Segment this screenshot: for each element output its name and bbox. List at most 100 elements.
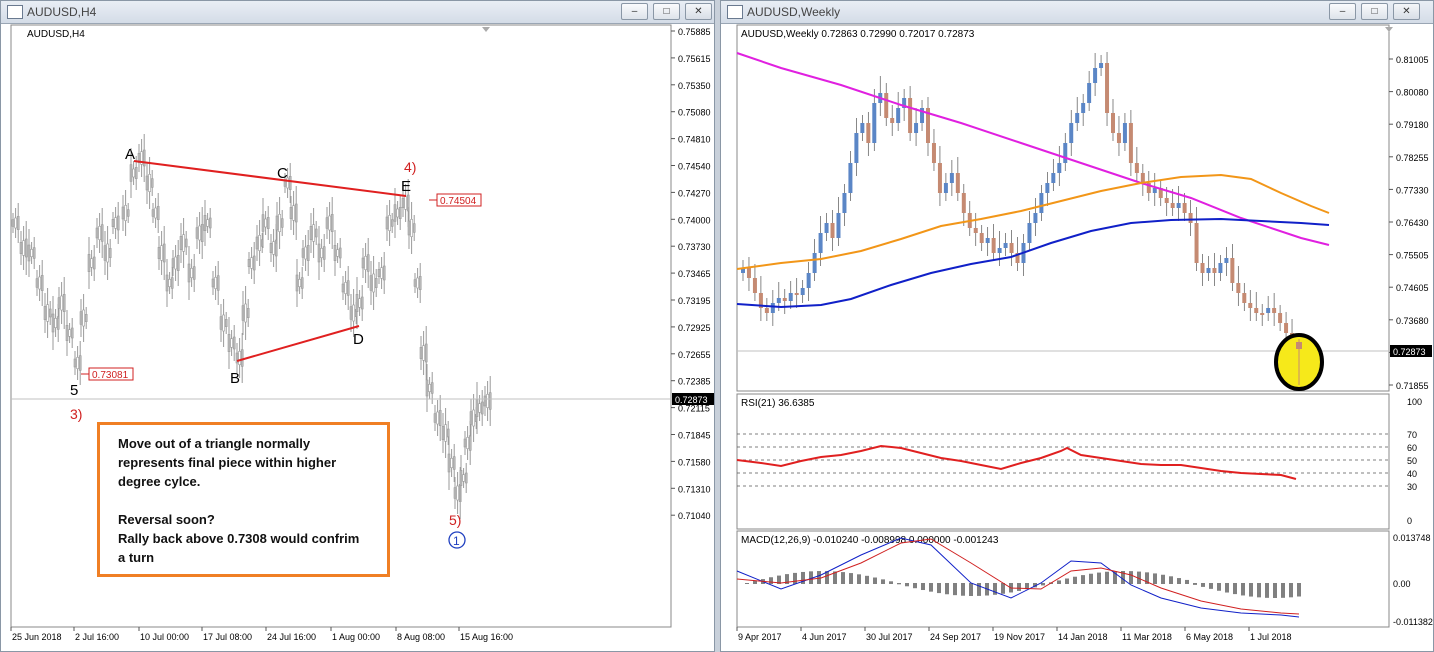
weekly-candle bbox=[752, 278, 757, 293]
y-axis-label: 0.75615 bbox=[678, 54, 711, 64]
rsi-level-label: 70 bbox=[1407, 430, 1417, 440]
h4-candle-body bbox=[372, 273, 375, 293]
h4-candle-body bbox=[306, 245, 310, 261]
h4-candle-body bbox=[100, 224, 104, 242]
macd-histogram-bar bbox=[865, 575, 869, 584]
h4-candle-body bbox=[452, 456, 456, 470]
macd-histogram-bar bbox=[1241, 583, 1245, 596]
x-axis-label: 14 Jan 2018 bbox=[1058, 632, 1108, 642]
h4-candle-body bbox=[463, 438, 467, 448]
h4-candle-body bbox=[433, 413, 437, 423]
weekly-price-chart[interactable]: AUDUSD,Weekly 0.72863 0.72990 0.72017 0.… bbox=[721, 23, 1433, 651]
weekly-candle bbox=[1146, 183, 1151, 193]
macd-histogram-bar bbox=[929, 583, 933, 592]
weekly-candle bbox=[985, 238, 990, 243]
y-axis-label: 0.77330 bbox=[1396, 185, 1429, 195]
h4-candle-body bbox=[295, 274, 299, 292]
h4-candle-body bbox=[288, 176, 292, 190]
x-axis-label: 30 Jul 2017 bbox=[866, 632, 913, 642]
macd-histogram-bar bbox=[801, 571, 805, 584]
h4-candle-body bbox=[330, 214, 334, 232]
weekly-candle bbox=[1009, 243, 1014, 253]
h4-candle-body bbox=[148, 174, 151, 192]
weekly-candle bbox=[848, 163, 853, 193]
h4-candle-body bbox=[300, 277, 304, 289]
h4-candle-body bbox=[222, 314, 225, 332]
h4-candle-body bbox=[19, 242, 23, 254]
h4-candle-body bbox=[320, 248, 323, 258]
sma-blue-line bbox=[736, 217, 1330, 309]
chart-window-weekly[interactable]: AUDUSD,Weekly – □ ✕ AUDUSD,Weekly 0.7286… bbox=[720, 0, 1434, 652]
weekly-candle bbox=[812, 253, 817, 273]
weekly-candle bbox=[830, 223, 835, 238]
weekly-candle bbox=[890, 118, 895, 123]
macd-histogram-bar bbox=[993, 583, 997, 595]
macd-histogram-bar bbox=[1217, 583, 1221, 591]
rsi-level-label: 100 bbox=[1407, 397, 1422, 407]
h4-candle-body bbox=[165, 274, 169, 292]
weekly-candle bbox=[955, 173, 960, 193]
h4-candle-body bbox=[309, 226, 313, 240]
h4-candle-body bbox=[274, 239, 278, 257]
h4-candle-body bbox=[70, 327, 74, 339]
h4-candle-body bbox=[338, 247, 342, 259]
h4-candle-body bbox=[469, 411, 473, 425]
close-button[interactable]: ✕ bbox=[1393, 3, 1420, 20]
window-titlebar[interactable]: AUDUSD,Weekly – □ ✕ bbox=[721, 1, 1433, 24]
h4-candle-body bbox=[40, 275, 44, 291]
x-axis-label: 24 Sep 2017 bbox=[930, 632, 981, 642]
macd-histogram-bar bbox=[1145, 572, 1149, 584]
h4-candle-body bbox=[322, 246, 326, 260]
h4-candle-body bbox=[27, 244, 31, 262]
h4-candle-body bbox=[301, 248, 305, 258]
weekly-candle bbox=[926, 108, 930, 143]
weekly-candle bbox=[1045, 183, 1050, 193]
macd-histogram-bar bbox=[945, 583, 949, 595]
macd-histogram-bar bbox=[1089, 573, 1093, 584]
y-axis-label: 0.74270 bbox=[678, 188, 711, 198]
h4-candle-body bbox=[246, 308, 250, 318]
window-titlebar[interactable]: AUDUSD,H4 – □ ✕ bbox=[1, 1, 714, 24]
h4-candle-body bbox=[444, 424, 447, 442]
minimize-button[interactable]: – bbox=[621, 3, 648, 20]
h4-candle-body bbox=[278, 214, 281, 232]
x-axis-label: 25 Jun 2018 bbox=[12, 632, 62, 642]
weekly-candle bbox=[758, 293, 763, 308]
macd-histogram-bar bbox=[1265, 583, 1269, 598]
wave-label-e: E bbox=[401, 178, 411, 195]
h4-candle-body bbox=[176, 255, 180, 271]
h4-candle-body bbox=[203, 215, 207, 231]
macd-label: MACD(12,26,9) -0.010240 -0.008998 0.0000… bbox=[741, 535, 999, 546]
h4-candle-body bbox=[352, 304, 355, 322]
h4-candle-body bbox=[154, 207, 157, 219]
weekly-candle bbox=[1105, 63, 1110, 113]
weekly-candle bbox=[961, 193, 966, 213]
chart-window-h4[interactable]: AUDUSD,H4 – □ ✕ AUDUSD,H4 0.75885 0.75615… bbox=[0, 0, 715, 652]
weekly-candle bbox=[782, 298, 787, 301]
macd-histogram-bar bbox=[833, 571, 837, 584]
maximize-button[interactable]: □ bbox=[1361, 3, 1388, 20]
h4-candle-body bbox=[294, 203, 298, 223]
macd-histogram-bar bbox=[1161, 574, 1165, 584]
y-axis-label: 0.75505 bbox=[1396, 251, 1429, 261]
maximize-button[interactable]: □ bbox=[653, 3, 680, 20]
rsi-level-label: 0 bbox=[1407, 516, 1412, 526]
macd-histogram-bar bbox=[1057, 580, 1061, 584]
h4-candle-body bbox=[453, 487, 457, 499]
h4-candle-body bbox=[150, 178, 154, 188]
h4-candle-body bbox=[382, 265, 386, 281]
macd-histogram-bar bbox=[1033, 583, 1037, 588]
macd-histogram-bar bbox=[977, 583, 981, 596]
minimize-button[interactable]: – bbox=[1329, 3, 1356, 20]
current-price-badge bbox=[672, 393, 714, 405]
h4-candle-body bbox=[90, 258, 93, 268]
close-button[interactable]: ✕ bbox=[685, 3, 712, 20]
h4-candle-body bbox=[325, 217, 329, 229]
macd-histogram-bar bbox=[913, 583, 917, 589]
h4-candle-body bbox=[312, 224, 315, 242]
h4-candle-body bbox=[73, 358, 77, 368]
current-price-text: 0.72873 bbox=[675, 395, 708, 405]
wave-1-circle bbox=[448, 531, 466, 549]
weekly-candle bbox=[806, 273, 811, 288]
h4-candle-body bbox=[30, 249, 33, 257]
